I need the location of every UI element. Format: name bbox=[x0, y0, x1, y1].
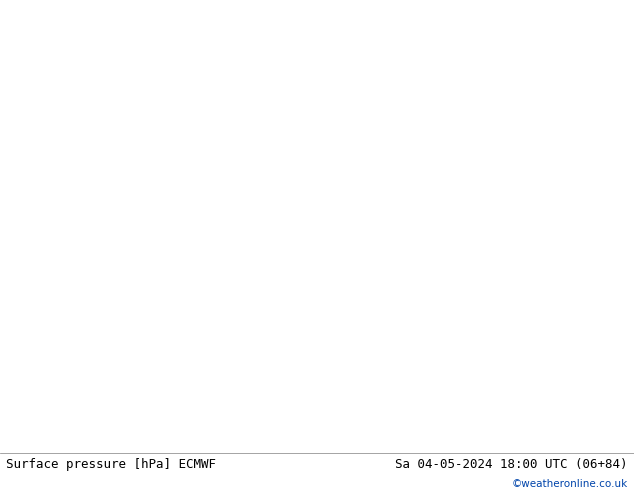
Text: ©weatheronline.co.uk: ©weatheronline.co.uk bbox=[512, 479, 628, 489]
Text: Surface pressure [hPa] ECMWF: Surface pressure [hPa] ECMWF bbox=[6, 458, 216, 471]
Text: Sa 04-05-2024 18:00 UTC (06+84): Sa 04-05-2024 18:00 UTC (06+84) bbox=[395, 458, 628, 471]
